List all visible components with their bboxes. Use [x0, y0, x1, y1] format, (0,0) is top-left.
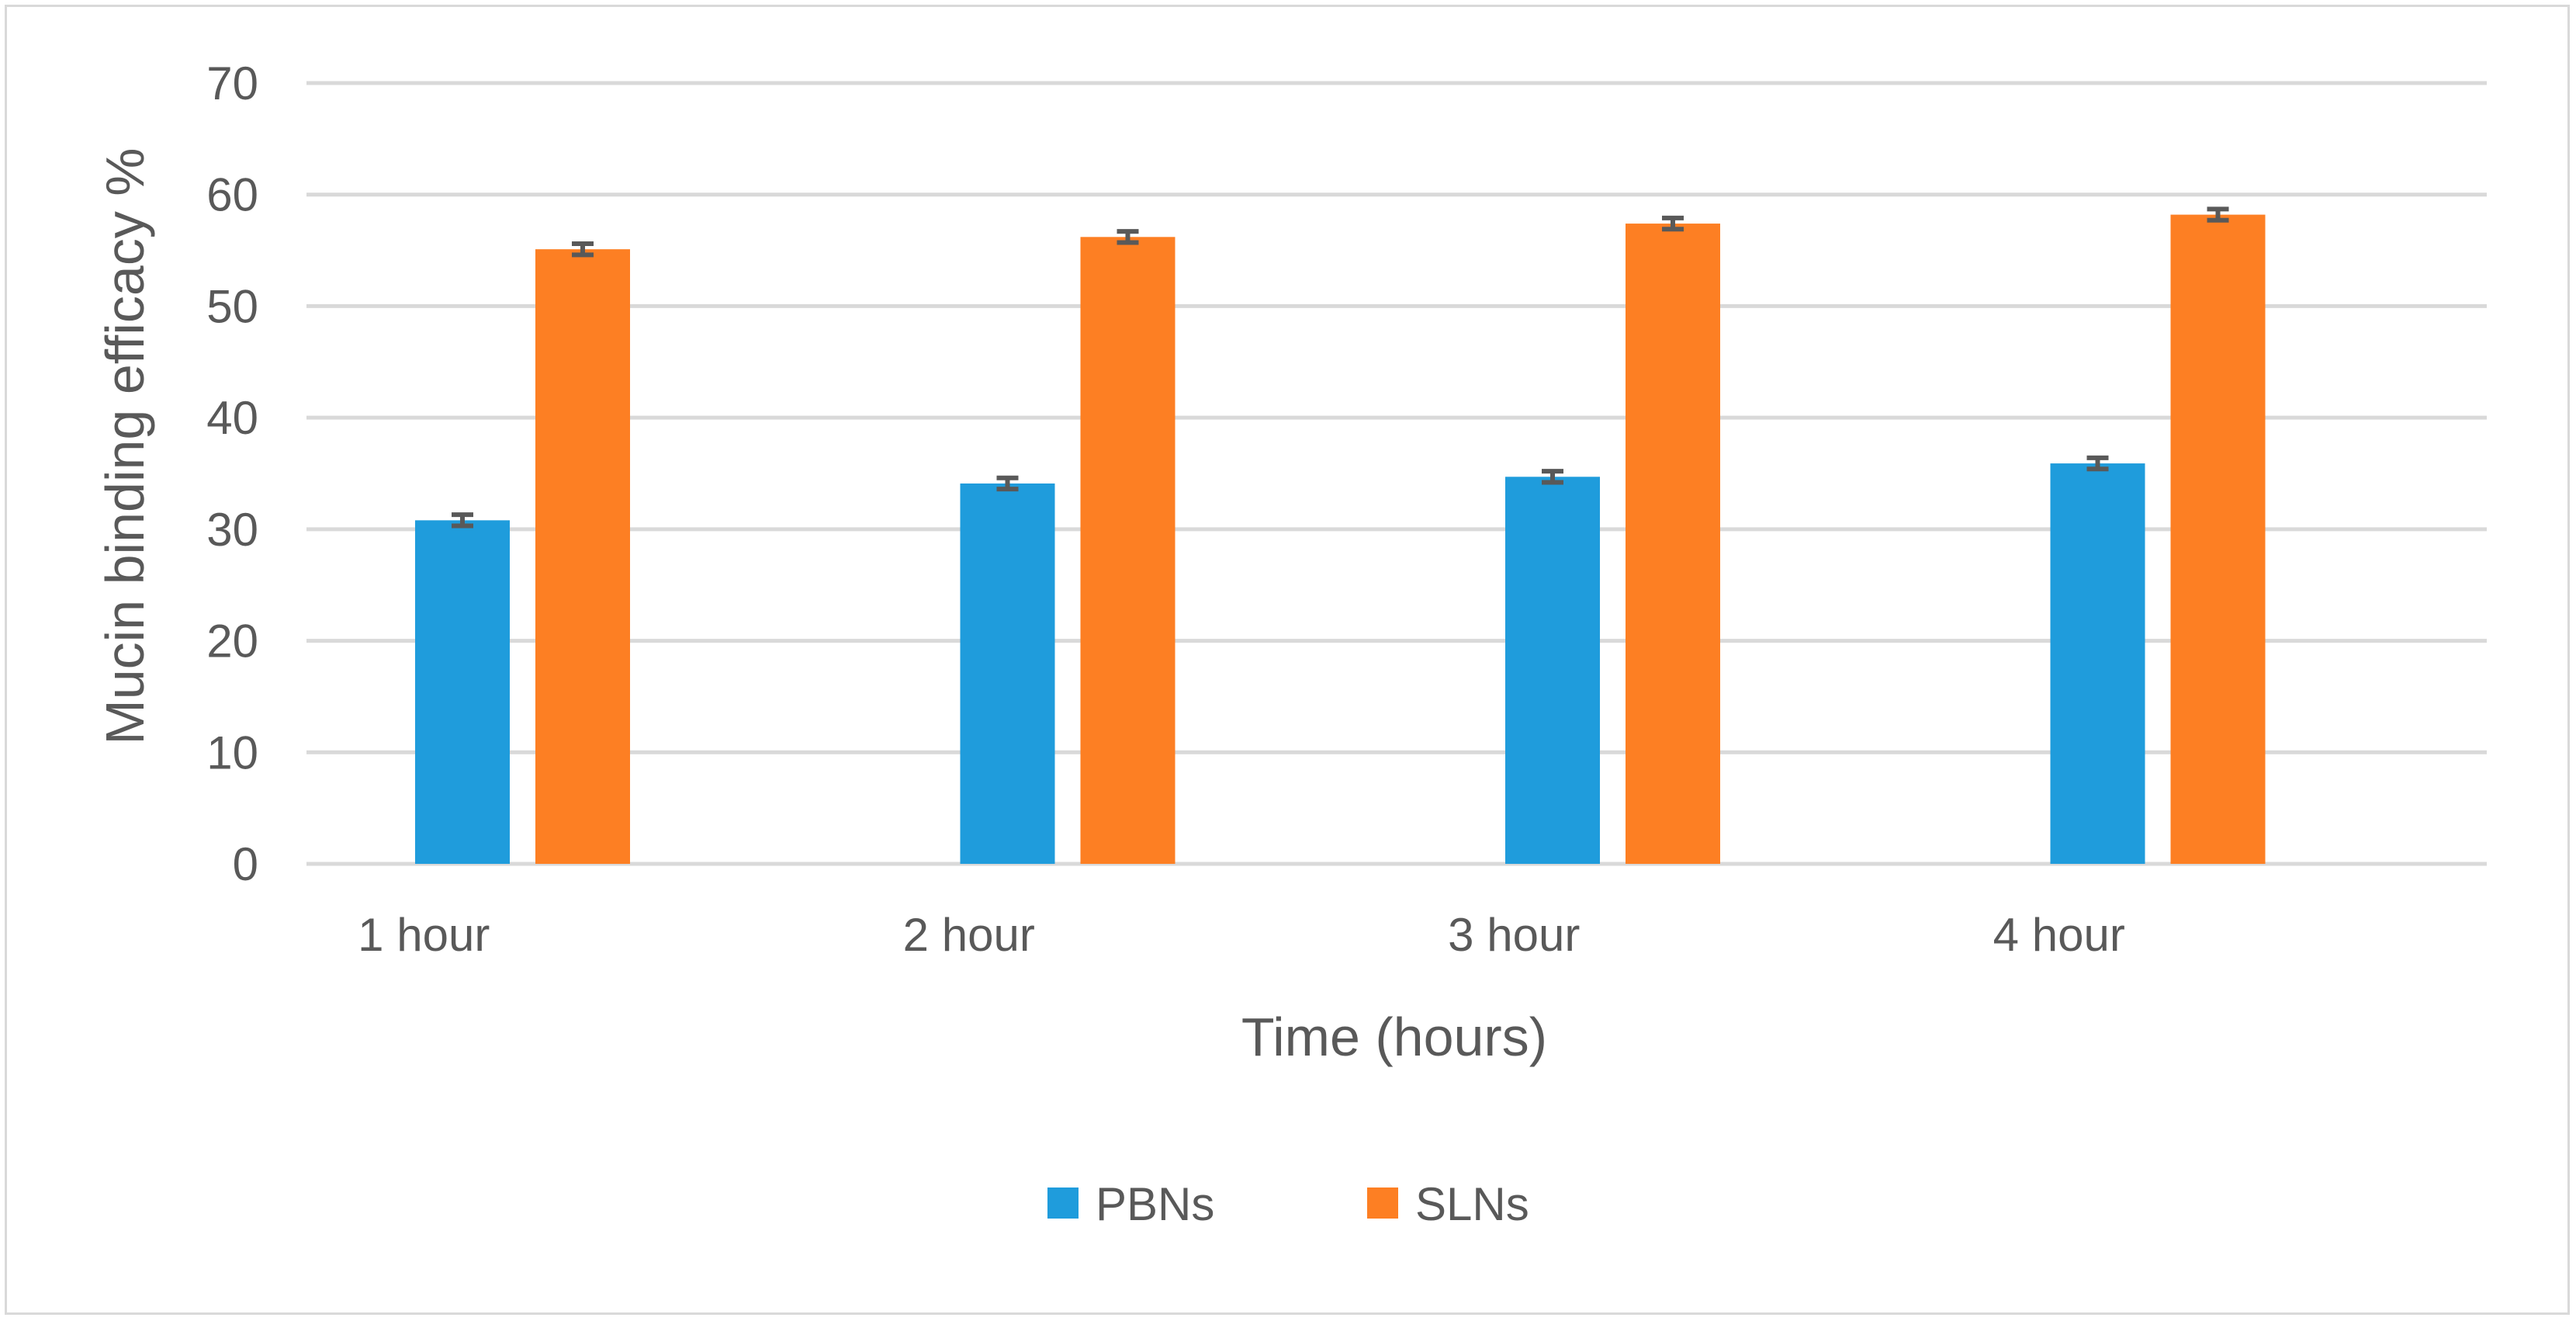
y-axis-title: Mucin binding efficacy % — [95, 147, 155, 744]
error-bar-pbns-3-hour — [1542, 469, 1563, 485]
legend-swatch-slns — [1367, 1188, 1398, 1219]
bar-slns-3-hour — [1626, 224, 1720, 865]
error-bar-pbns-4-hour — [2086, 455, 2109, 472]
legend-swatch-pbns — [1047, 1188, 1079, 1219]
x-axis-title: Time (hours) — [1241, 1007, 1547, 1067]
error-bar-slns-1-hour — [572, 241, 594, 258]
error-bar-pbns-2-hour — [996, 475, 1019, 492]
x-tick-label-2-hour: 2 hour — [903, 909, 1035, 961]
bar-pbns-1-hour — [415, 520, 510, 864]
gridlines — [306, 81, 2487, 866]
bar-slns-4-hour — [2170, 214, 2266, 864]
y-axis-tick-labels: 0 10 20 30 40 50 60 70 — [206, 57, 258, 890]
y-tick-label-50: 50 — [206, 280, 258, 332]
x-tick-label-1-hour: 1 hour — [358, 909, 490, 961]
bars — [415, 214, 2266, 865]
y-tick-label-20: 20 — [206, 615, 258, 667]
bar-pbns-2-hour — [960, 483, 1055, 864]
legend-item-slns: SLNs — [1367, 1178, 1529, 1230]
x-tick-label-4-hour: 4 hour — [1993, 909, 2125, 961]
legend-label-pbns: PBNs — [1096, 1178, 1214, 1230]
bar-slns-2-hour — [1080, 237, 1175, 865]
error-bar-slns-3-hour — [1662, 215, 1684, 232]
y-tick-label-40: 40 — [206, 392, 258, 444]
bar-pbns-3-hour — [1505, 477, 1600, 864]
error-bar-slns-4-hour — [2207, 206, 2229, 223]
legend-item-pbns: PBNs — [1047, 1178, 1214, 1230]
x-axis-tick-labels: 1 hour 2 hour 3 hour 4 hour — [358, 909, 2125, 961]
x-tick-label-3-hour: 3 hour — [1448, 909, 1580, 961]
y-tick-label-60: 60 — [206, 169, 258, 221]
y-tick-label-70: 70 — [206, 57, 258, 109]
bar-slns-1-hour — [535, 249, 630, 864]
legend: PBNs SLNs — [1047, 1178, 1529, 1230]
error-bar-pbns-1-hour — [452, 512, 473, 529]
error-bars — [452, 206, 2229, 529]
error-bar-slns-2-hour — [1117, 229, 1139, 245]
y-tick-label-10: 10 — [206, 726, 258, 778]
y-tick-label-30: 30 — [206, 504, 258, 556]
bar-pbns-4-hour — [2050, 463, 2145, 864]
y-tick-label-0: 0 — [233, 838, 258, 890]
legend-label-slns: SLNs — [1415, 1178, 1529, 1230]
